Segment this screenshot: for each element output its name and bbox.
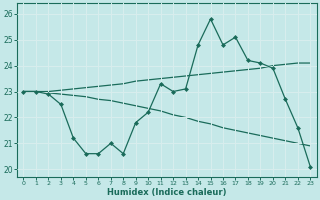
- X-axis label: Humidex (Indice chaleur): Humidex (Indice chaleur): [107, 188, 227, 197]
